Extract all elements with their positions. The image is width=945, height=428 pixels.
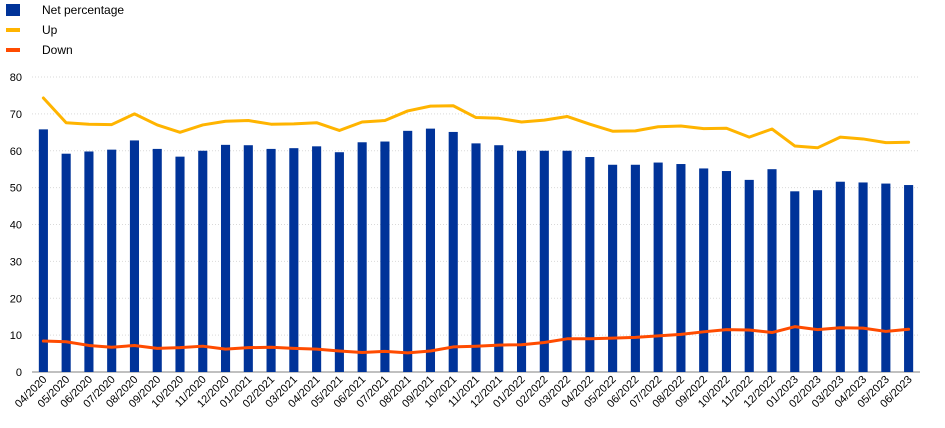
bar-net-percentage <box>516 150 527 372</box>
bar-net-percentage <box>198 150 208 372</box>
legend-label-down: Down <box>42 43 73 57</box>
legend-label-up: Up <box>42 23 58 37</box>
bar-net-percentage <box>630 164 640 372</box>
bar-net-percentage <box>220 144 231 372</box>
y-tick-label: 20 <box>10 293 22 305</box>
bar-net-percentage <box>585 157 595 372</box>
bar-net-percentage <box>380 141 390 372</box>
y-tick-label: 70 <box>10 109 22 121</box>
bar-net-percentage <box>699 168 709 372</box>
line-down <box>41 325 911 355</box>
legend: Net percentage Up Down <box>6 0 124 60</box>
bar-net-percentage <box>312 146 322 372</box>
bar-net-percentage <box>835 181 845 372</box>
bar-net-percentage <box>175 156 185 372</box>
bar-net-percentage <box>858 182 868 372</box>
y-tick-label: 40 <box>10 220 22 232</box>
y-tick-label: 30 <box>10 256 22 268</box>
bar-net-percentage <box>471 143 481 372</box>
bar-net-percentage <box>676 164 686 372</box>
bar-net-percentage <box>152 148 162 372</box>
y-tick-label: 80 <box>10 72 22 84</box>
bar-net-percentage <box>653 162 663 372</box>
y-tick-label: 50 <box>10 183 22 195</box>
y-tick-label: 60 <box>10 146 22 158</box>
y-tick-label: 10 <box>10 330 22 342</box>
bar-net-percentage <box>904 185 914 372</box>
bar-net-percentage <box>721 171 732 372</box>
bar-net-percentage <box>812 190 823 372</box>
bar-net-percentage <box>107 149 117 372</box>
bar-net-percentage <box>425 128 436 372</box>
bar-net-percentage <box>562 150 572 372</box>
bar-net-percentage <box>84 151 94 372</box>
bar-net-percentage <box>357 142 367 372</box>
legend-swatch-net <box>6 4 20 16</box>
bar-net-percentage <box>334 152 344 372</box>
bar-net-percentage <box>767 169 777 372</box>
bar-net-percentage <box>744 179 754 372</box>
bar-net-percentage <box>38 129 48 372</box>
bar-net-percentage <box>289 148 299 372</box>
legend-swatch-down <box>6 48 20 52</box>
y-tick-label: 0 <box>16 367 22 379</box>
bar-net-percentage <box>790 191 800 372</box>
bar-net-percentage <box>403 130 413 372</box>
legend-swatch-up <box>6 28 20 32</box>
bar-net-percentage <box>608 164 618 372</box>
legend-item-down: Down <box>6 40 124 60</box>
bar-net-percentage <box>129 140 140 372</box>
bar-net-percentage <box>61 153 71 372</box>
legend-label-net: Net percentage <box>42 3 125 17</box>
bar-net-percentage <box>881 183 891 372</box>
bar-net-percentage <box>539 150 549 372</box>
bar-net-percentage <box>494 145 504 372</box>
bar-net-percentage <box>266 148 276 372</box>
legend-item-net: Net percentage <box>6 0 124 20</box>
bar-net-percentage <box>243 145 253 372</box>
legend-item-up: Up <box>6 20 124 40</box>
bar-net-percentage <box>448 131 458 372</box>
line-up <box>41 96 911 150</box>
